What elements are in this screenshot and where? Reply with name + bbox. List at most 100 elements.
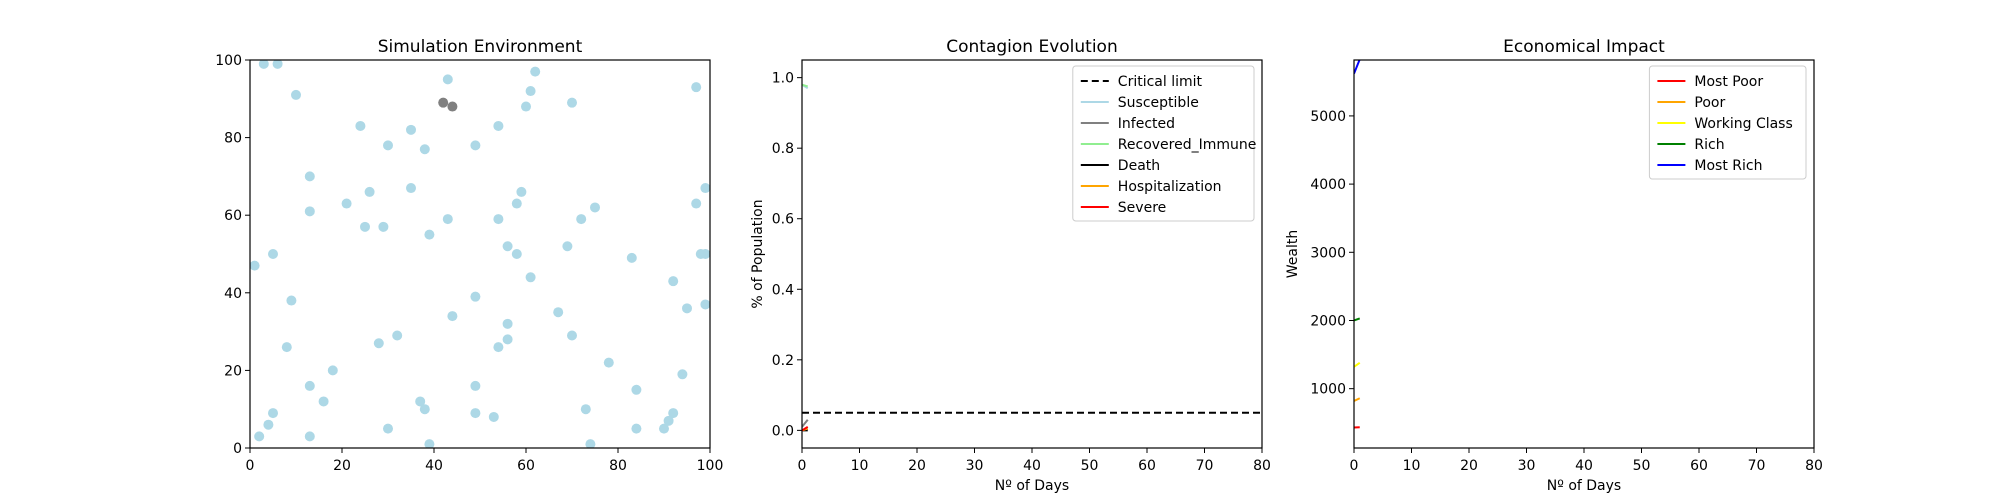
- susceptible-point: [447, 311, 458, 322]
- susceptible-point: [424, 439, 435, 448]
- susceptible-point: [567, 97, 577, 108]
- susceptible-point: [254, 431, 265, 442]
- susceptible-point: [590, 202, 600, 213]
- x-tick-label: 60: [517, 458, 535, 474]
- y-tick-label: 1.0: [772, 71, 794, 87]
- x-tick-label: 20: [333, 458, 351, 474]
- y-tick-label: 0.2: [772, 353, 794, 369]
- susceptible-point: [250, 260, 260, 271]
- plot-area: [802, 83, 1262, 432]
- susceptible-point: [516, 186, 527, 197]
- x-tick-label: 10: [1403, 458, 1421, 474]
- y-tick-label: 80: [224, 131, 242, 147]
- susceptible-point: [304, 206, 315, 217]
- susceptible-point: [415, 396, 426, 407]
- susceptible-point: [304, 380, 315, 391]
- y-tick-label: 100: [215, 53, 242, 69]
- axes-frame: [249, 59, 711, 449]
- x-tick-label: 20: [1460, 458, 1478, 474]
- chart-title: Economical Impact: [1503, 37, 1665, 57]
- x-tick-label: 80: [1805, 458, 1823, 474]
- susceptible-point: [424, 229, 435, 240]
- y-axis-label: % of Population: [750, 199, 766, 308]
- susceptible-point: [668, 276, 679, 287]
- y-tick-label: 20: [224, 363, 242, 379]
- x-tick-label: 60: [1138, 458, 1156, 474]
- susceptible-point: [530, 66, 541, 77]
- x-tick-label: 0: [798, 458, 807, 474]
- susceptible-point: [567, 330, 577, 341]
- susceptible-point: [327, 365, 338, 376]
- legend-label: Death: [1118, 158, 1160, 174]
- susceptible-point: [272, 60, 283, 69]
- series-line-5: [1354, 60, 1361, 75]
- y-axis-label: Wealth: [1285, 230, 1301, 278]
- susceptible-point: [493, 342, 504, 353]
- susceptible-point: [659, 423, 669, 434]
- susceptible-point: [268, 249, 278, 259]
- susceptible-point: [406, 183, 416, 194]
- susceptible-point: [525, 86, 536, 97]
- susceptible-point: [631, 423, 642, 434]
- susceptible-point: [318, 396, 329, 407]
- susceptible-point: [442, 214, 453, 225]
- x-tick-label: 80: [1253, 458, 1271, 474]
- legend-label: Susceptible: [1118, 95, 1199, 111]
- chart-title: Simulation Environment: [378, 37, 583, 57]
- plot-area: [1354, 60, 1361, 429]
- chart-3: Economical Impact 0 10 20 30 40 50 60 70 80 1000 20…: [1285, 37, 1823, 494]
- susceptible-point: [700, 183, 710, 194]
- susceptible-point: [470, 291, 481, 302]
- susceptible-point: [258, 60, 269, 69]
- series-line-4: [802, 83, 809, 88]
- series-line-2: [1354, 397, 1361, 402]
- susceptible-point: [691, 82, 702, 93]
- susceptible-point: [268, 408, 278, 419]
- legend-label: Infected: [1118, 116, 1175, 132]
- susceptible-point: [493, 120, 504, 131]
- x-tick-label: 10: [851, 458, 869, 474]
- susceptible-point: [378, 221, 389, 232]
- x-axis-label: Nº of Days: [1547, 478, 1621, 494]
- x-axis-label: Nº of Days: [995, 478, 1069, 494]
- chart-1: Simulation Environment 0 20 40 60 80 100 0 20 40 6…: [215, 37, 723, 474]
- susceptible-point: [406, 124, 416, 135]
- susceptible-point: [677, 369, 688, 380]
- susceptible-point: [488, 411, 499, 422]
- x-tick-label: 70: [1196, 458, 1214, 474]
- susceptible-point: [631, 384, 642, 395]
- legend-label: Severe: [1118, 200, 1166, 216]
- susceptible-point: [502, 334, 513, 345]
- y-tick-label: 60: [224, 208, 242, 224]
- x-tick-label: 40: [1575, 458, 1593, 474]
- susceptible-point: [286, 295, 297, 306]
- susceptible-point: [663, 415, 674, 426]
- x-tick-label: 70: [1748, 458, 1766, 474]
- susceptible-point: [562, 241, 573, 252]
- x-tick-label: 80: [609, 458, 627, 474]
- x-tick-label: 100: [697, 458, 724, 474]
- x-tick-label: 60: [1690, 458, 1708, 474]
- y-tick-label: 5000: [1310, 109, 1346, 125]
- susceptible-point: [373, 338, 384, 349]
- legend-box: [1072, 65, 1255, 222]
- y-tick-label: 0.8: [772, 141, 794, 157]
- legend-label: Most Rich: [1694, 158, 1762, 174]
- susceptible-point: [470, 380, 481, 391]
- y-tick-label: 2000: [1310, 313, 1346, 329]
- series-line-4: [1354, 317, 1361, 322]
- legend-label: Most Poor: [1694, 74, 1763, 90]
- susceptible-point: [360, 221, 370, 232]
- x-tick-label: 0: [1350, 458, 1359, 474]
- x-tick-label: 40: [1023, 458, 1041, 474]
- x-tick-label: 40: [425, 458, 443, 474]
- susceptible-point: [525, 272, 536, 283]
- legend: Most Poor Poor Working Class Rich Most Rich: [1648, 65, 1807, 180]
- susceptible-point: [626, 252, 637, 263]
- susceptible-point: [553, 307, 564, 318]
- susceptible-point: [493, 214, 504, 225]
- susceptible-point: [700, 249, 710, 259]
- susceptible-point: [419, 404, 430, 415]
- x-tick-label: 0: [246, 458, 255, 474]
